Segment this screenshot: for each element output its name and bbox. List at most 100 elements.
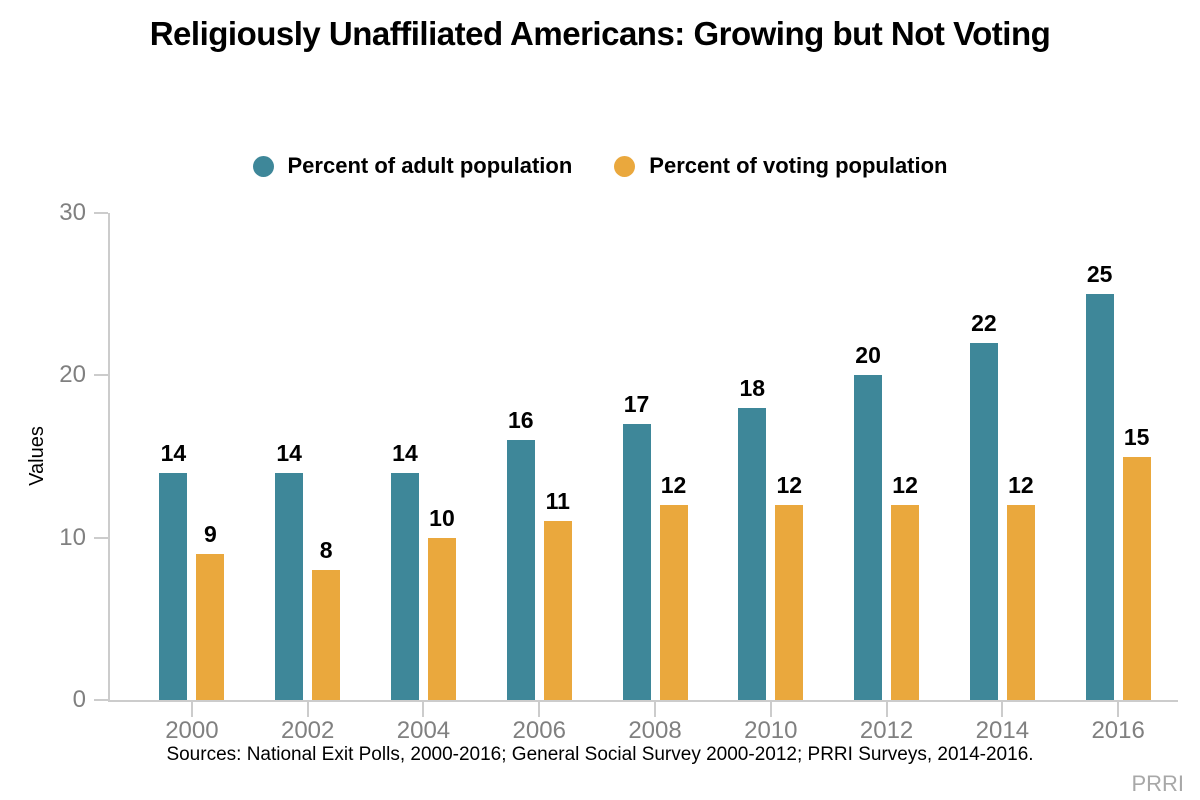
voting-population-bar: [659, 505, 688, 700]
bar-value-label: 8: [319, 537, 333, 564]
adult-population-bar: [390, 472, 419, 700]
adult-bar-wrap: 16: [506, 407, 535, 700]
bar-value-label: 11: [545, 488, 570, 515]
voting-population-bar: [427, 537, 456, 700]
bar-group-2002: 14 8 2002: [250, 213, 366, 744]
x-tick-label: 2006: [512, 717, 566, 744]
x-tick-mark: [769, 702, 772, 717]
y-tick-mark: [94, 699, 108, 701]
voting-bar-wrap: 10: [427, 504, 456, 700]
x-axis-line: [108, 700, 1178, 702]
x-tick-mark: [654, 702, 657, 717]
x-tick-mark: [885, 702, 888, 717]
voting-bar-wrap: 9: [196, 520, 225, 700]
x-tick-mark: [1117, 702, 1120, 717]
bar-group-2000: 14 9 2000: [134, 213, 250, 744]
bar-value-label: 9: [203, 520, 217, 547]
adult-bar-wrap: 25: [1085, 261, 1114, 700]
bar-value-label: 17: [623, 391, 650, 418]
adult-bar-wrap: 18: [738, 374, 767, 700]
y-tick-label: 20: [59, 361, 86, 389]
legend-label-adult: Percent of adult population: [287, 153, 573, 178]
x-tick-label: 2014: [975, 717, 1030, 744]
voting-population-bar: [775, 505, 804, 700]
adult-bar-wrap: 14: [275, 439, 304, 700]
voting-population-bar: [196, 553, 225, 700]
y-tick-mark: [94, 374, 108, 377]
adult-bar-wrap: 17: [622, 391, 651, 700]
adult-population-bar: [275, 472, 304, 700]
bar-group-2008: 17 12 2008: [597, 213, 713, 744]
adult-population-bar: [738, 407, 767, 700]
bar-value-label: 22: [971, 309, 997, 336]
bar-value-label: 10: [429, 504, 455, 531]
y-axis-line: [108, 213, 110, 700]
x-tick-mark: [306, 702, 309, 717]
bar-value-label: 14: [160, 439, 187, 466]
bar-group-2012: 20 12 2012: [829, 213, 945, 744]
adult-population-bar: [969, 342, 998, 700]
x-tick-label: 2016: [1091, 717, 1145, 744]
bar-value-label: 18: [739, 374, 766, 401]
bar-value-label: 12: [776, 472, 803, 499]
voting-bar-wrap: 15: [1122, 423, 1151, 700]
adult-bar-wrap: 14: [159, 439, 188, 700]
y-tick-label: 0: [72, 686, 86, 713]
adult-population-bar: [506, 440, 535, 700]
bar-group-2016: 25 15 2016: [1060, 213, 1176, 744]
bar-value-label: 12: [1008, 472, 1034, 499]
voting-population-bar: [891, 505, 920, 700]
adult-population-bar: [622, 424, 651, 700]
source-note: Sources: National Exit Polls, 2000-2016;…: [166, 744, 1034, 765]
y-tick-mark: [94, 212, 108, 214]
voting-population-bar: [1122, 456, 1151, 700]
bar-group-2006: 16 11 2006: [481, 213, 597, 744]
bar-value-label: 16: [507, 407, 534, 434]
voting-bar-wrap: 12: [891, 472, 920, 700]
x-tick-label: 2008: [628, 717, 682, 744]
legend-label-voting: Percent of voting population: [649, 153, 948, 178]
adult-bar-wrap: 22: [969, 309, 998, 700]
chart-title: Religiously Unaffiliated Americans: Grow…: [149, 15, 1051, 52]
voting-bar-wrap: 11: [543, 488, 572, 700]
adult-population-bar: [159, 472, 188, 700]
voting-population-bar: [543, 521, 572, 700]
legend-item-adult-population: Percent of adult population: [252, 153, 573, 179]
bar-value-label: 14: [392, 439, 418, 466]
prri-watermark: PRRI: [1131, 771, 1184, 796]
voting-population-bar: [1006, 505, 1035, 700]
plot-area: 0 10 20 30 14 9 2000 14 8 2002 14 10 2004 16 11 2006 17…: [59, 199, 1178, 744]
bar-value-label: 20: [855, 342, 881, 369]
legend-swatch-adult: [252, 155, 274, 177]
x-tick-mark: [538, 702, 541, 717]
bar-value-label: 15: [1123, 423, 1150, 450]
adult-bar-wrap: 14: [390, 439, 419, 700]
voting-bar-wrap: 8: [312, 537, 341, 700]
x-tick-mark: [422, 702, 425, 717]
x-tick-label: 2000: [165, 717, 219, 744]
voting-bar-wrap: 12: [1006, 472, 1035, 700]
legend: Percent of adult population Percent of v…: [0, 153, 1200, 179]
voting-population-bar: [312, 570, 341, 700]
voting-bar-wrap: 12: [659, 472, 688, 700]
x-tick-mark: [1001, 702, 1004, 717]
y-axis-title: Values: [26, 426, 48, 486]
x-tick-mark: [190, 702, 193, 717]
bar-value-label: 14: [276, 439, 302, 466]
voting-bar-wrap: 12: [775, 472, 804, 700]
bar-group-2010: 18 12 2010: [713, 213, 829, 744]
legend-item-voting-population: Percent of voting population: [614, 153, 948, 179]
x-tick-label: 2010: [744, 717, 798, 744]
bar-value-label: 25: [1086, 261, 1113, 288]
adult-population-bar: [1085, 294, 1114, 700]
y-tick-mark: [94, 536, 108, 539]
bar-groups: 14 9 2000 14 8 2002 14 10 2004 16 11 2006 17 12 2008 18…: [110, 213, 1176, 744]
x-tick-label: 2012: [859, 717, 914, 744]
x-tick-label: 2004: [396, 717, 451, 744]
x-tick-label: 2002: [280, 717, 335, 744]
y-tick-label: 10: [59, 523, 86, 551]
bar-group-2014: 22 12 2014: [944, 213, 1060, 744]
adult-population-bar: [854, 375, 883, 700]
bar-value-label: 12: [892, 472, 918, 499]
